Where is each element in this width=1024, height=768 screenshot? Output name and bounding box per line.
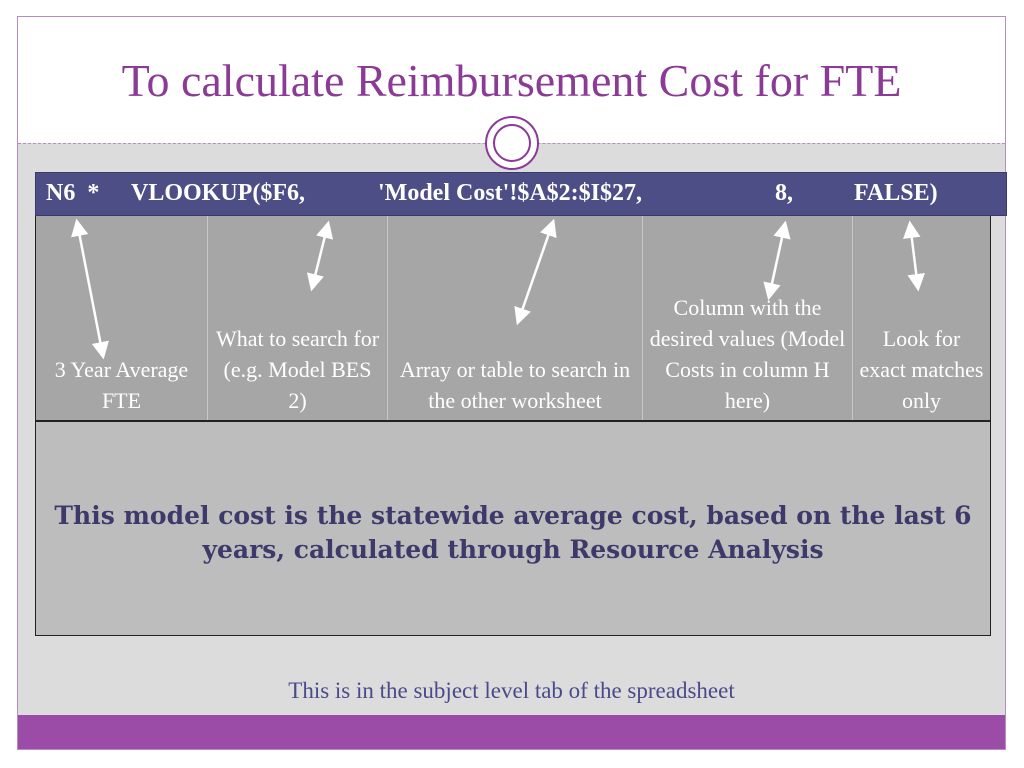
slide-title: To calculate Reimbursement Cost for FTE <box>121 55 902 106</box>
description-table: 3 Year Average FTE What to search for (e… <box>35 216 991 421</box>
formula-part-range-lookup: FALSE) <box>854 180 938 206</box>
description-text: Array or table to search in the other wo… <box>399 357 631 413</box>
description-text: Column with the desired values (Model Co… <box>649 295 846 413</box>
arrow-icon <box>71 218 109 360</box>
formula-bar: N6 * VLOOKUP($F6, 'Model Cost'!$A$2:$I$2… <box>35 172 1007 216</box>
description-cell: What to search for (e.g. Model BES 2) <box>208 216 388 420</box>
description-cell: Array or table to search in the other wo… <box>388 216 643 420</box>
arrow-icon <box>763 220 791 301</box>
arrow-icon <box>514 218 557 326</box>
description-text: Look for exact matches only <box>859 326 984 413</box>
description-text: 3 Year Average FTE <box>54 357 189 413</box>
circle-ornament-icon <box>485 116 539 170</box>
formula-part-multiplier: N6 * <box>46 180 100 206</box>
description-cell: Column with the desired values (Model Co… <box>643 216 853 420</box>
formula-part-lookup-value: VLOOKUP($F6, <box>131 180 305 206</box>
formula-part-table-array: 'Model Cost'!$A$2:$I$27, <box>378 180 642 206</box>
note-text: This model cost is the statewide average… <box>54 501 972 564</box>
bottom-accent-bar <box>18 715 1005 749</box>
description-cell: 3 Year Average FTE <box>36 216 208 420</box>
slide: To calculate Reimbursement Cost for FTE … <box>17 16 1007 750</box>
note-box: This model cost is the statewide average… <box>35 421 991 636</box>
inner-circle-icon <box>493 124 531 162</box>
arrow-icon <box>903 220 925 292</box>
description-text: What to search for (e.g. Model BES 2) <box>215 326 380 413</box>
footer-note: This is in the subject level tab of the … <box>288 678 735 703</box>
formula-part-column-index: 8, <box>775 180 793 206</box>
arrow-icon <box>306 220 334 292</box>
description-cell: Look for exact matches only <box>853 216 990 420</box>
